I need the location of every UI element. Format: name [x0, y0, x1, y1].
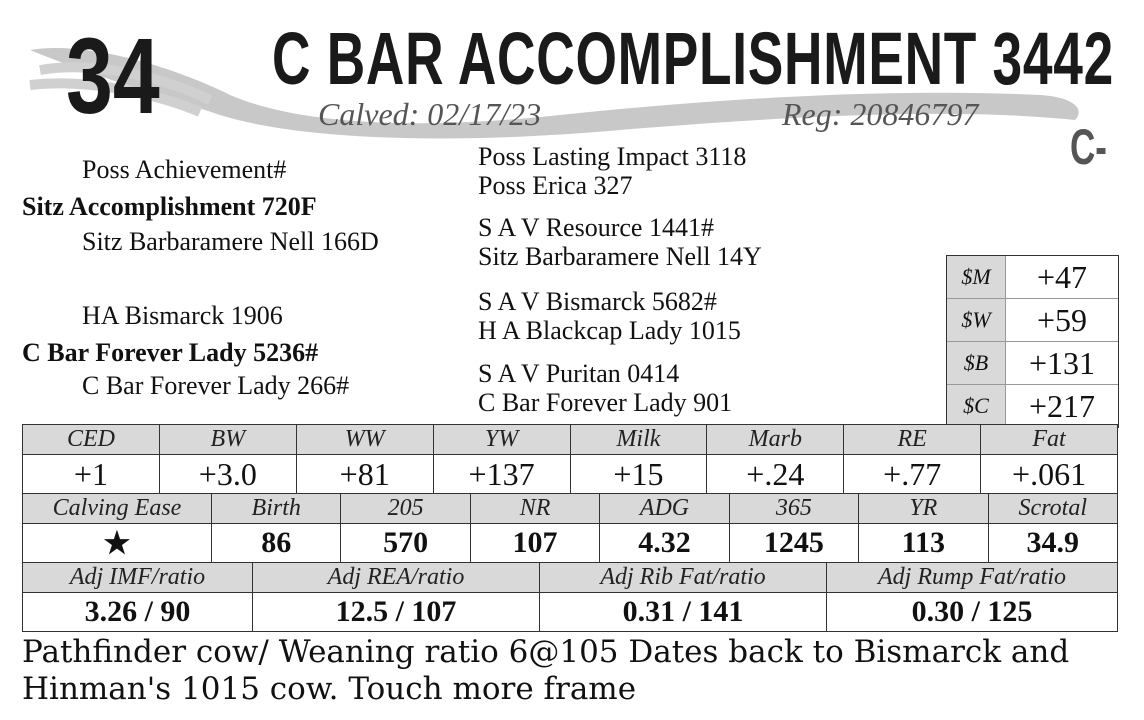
sire-dam: Sitz Barbaramere Nell 166D [82, 227, 379, 256]
index-value: +59 [1036, 301, 1088, 338]
ultrasound-header: Adj IMF/ratio [22, 562, 253, 593]
ultrasound-table: Adj IMF/ratio Adj REA/ratio Adj Rib Fat/ra… [22, 562, 1118, 632]
epd-value: +.24 [706, 454, 845, 494]
sire-sire: Poss Achievement# [82, 155, 287, 184]
epd-header: Milk [569, 424, 708, 455]
ggp-1: Poss Lasting Impact 3118 [478, 142, 747, 171]
ggp-5: S A V Bismarck 5682# [478, 287, 717, 316]
dam-dam: C Bar Forever Lady 266# [82, 371, 350, 400]
index-value: +217 [1028, 387, 1096, 424]
performance-header: YR [858, 493, 989, 524]
dollar-index-box: $M +47 $W +59 $B +131 $C +217 [946, 255, 1119, 428]
ultrasound-value: 12.5 / 107 [252, 592, 540, 632]
dam: C Bar Forever Lady 5236# [22, 338, 319, 367]
ggp-2: Poss Erica 327 [478, 171, 633, 200]
ggp-8: C Bar Forever Lady 901 [478, 388, 733, 417]
ggp-7: S A V Puritan 0414 [478, 359, 680, 388]
epd-value: +81 [295, 454, 434, 494]
ultrasound-value: 3.26 / 90 [22, 592, 253, 632]
ultrasound-value: 0.31 / 141 [539, 592, 827, 632]
epd-header: YW [432, 424, 571, 455]
index-label: $C [947, 385, 1006, 427]
epd-header: WW [295, 424, 434, 455]
epd-header: Marb [706, 424, 845, 455]
lot-notes: Pathfinder cow/ Weaning ratio 6@105 Date… [22, 634, 1070, 707]
ultrasound-value: 0.30 / 125 [826, 592, 1118, 632]
grade: C- [1070, 119, 1107, 175]
animal-name: C BAR ACCOMPLISHMENT 3442 [272, 17, 1114, 100]
index-value: +131 [1028, 344, 1096, 381]
swoosh-graphic [29, 48, 1079, 139]
performance-header: Calving Ease [22, 493, 212, 524]
epd-header: RE [843, 424, 982, 455]
epd-table: CED BW WW YW Milk Marb RE Fat +1 +3.0 +81 +137 +15 +.… [22, 424, 1118, 494]
ultrasound-header: Adj Rib Fat/ratio [539, 562, 827, 593]
ultrasound-header: Adj Rump Fat/ratio [826, 562, 1118, 593]
dam-sire: HA Bismarck 1906 [82, 301, 283, 330]
lot-number: 34 [66, 15, 160, 136]
epd-value: +15 [569, 454, 708, 494]
performance-header: ADG [599, 493, 730, 524]
registration-number: Reg: 20846797 [782, 96, 979, 132]
performance-value: 86 [210, 523, 342, 563]
epd-header: Fat [980, 424, 1118, 455]
performance-value: 113 [858, 523, 989, 563]
index-label: $M [947, 256, 1006, 298]
epd-value: +.061 [980, 454, 1118, 494]
performance-header: Birth [210, 493, 342, 524]
performance-value: 107 [469, 523, 601, 563]
performance-value: 1245 [728, 523, 860, 563]
epd-value: +.77 [843, 454, 982, 494]
epd-value: +137 [432, 454, 571, 494]
index-label: $B [947, 342, 1006, 384]
performance-value: 570 [340, 523, 471, 563]
performance-table: Calving Ease Birth 205 NR ADG 365 YR Scrotal ★ 86… [22, 493, 1119, 563]
performance-value: 4.32 [599, 523, 730, 563]
performance-value: ★ [22, 523, 212, 563]
performance-header: Scrotal [987, 493, 1119, 524]
epd-value: +1 [22, 454, 160, 494]
index-row: $C +217 [947, 385, 1118, 428]
performance-value: 34.9 [987, 523, 1119, 563]
performance-header: NR [469, 493, 601, 524]
ultrasound-header: Adj REA/ratio [252, 562, 540, 593]
index-row: $M +47 [947, 256, 1118, 299]
calved-date: Calved: 02/17/23 [318, 96, 542, 132]
sire: Sitz Accomplishment 720F [22, 192, 317, 221]
epd-header: BW [158, 424, 297, 455]
ggp-4: Sitz Barbaramere Nell 14Y [478, 242, 762, 271]
index-row: $W +59 [947, 299, 1118, 342]
epd-value: +3.0 [158, 454, 297, 494]
epd-header: CED [22, 424, 160, 455]
ggp-6: H A Blackcap Lady 1015 [478, 316, 741, 345]
performance-header: 365 [728, 493, 860, 524]
ggp-3: S A V Resource 1441# [478, 213, 714, 242]
index-value: +47 [1036, 258, 1088, 295]
index-row: $B +131 [947, 342, 1118, 385]
performance-header: 205 [340, 493, 471, 524]
index-label: $W [947, 299, 1006, 341]
